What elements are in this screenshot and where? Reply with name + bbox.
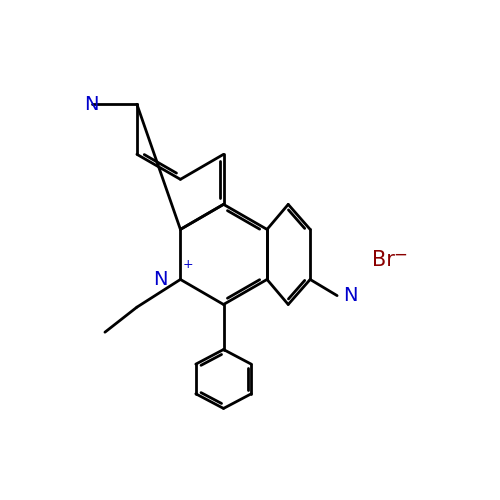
Text: +: + [182,258,193,271]
Text: −: − [393,246,407,264]
Text: N: N [343,286,357,305]
Text: Br: Br [372,250,394,270]
Text: N: N [153,270,168,289]
Text: N: N [84,95,99,114]
